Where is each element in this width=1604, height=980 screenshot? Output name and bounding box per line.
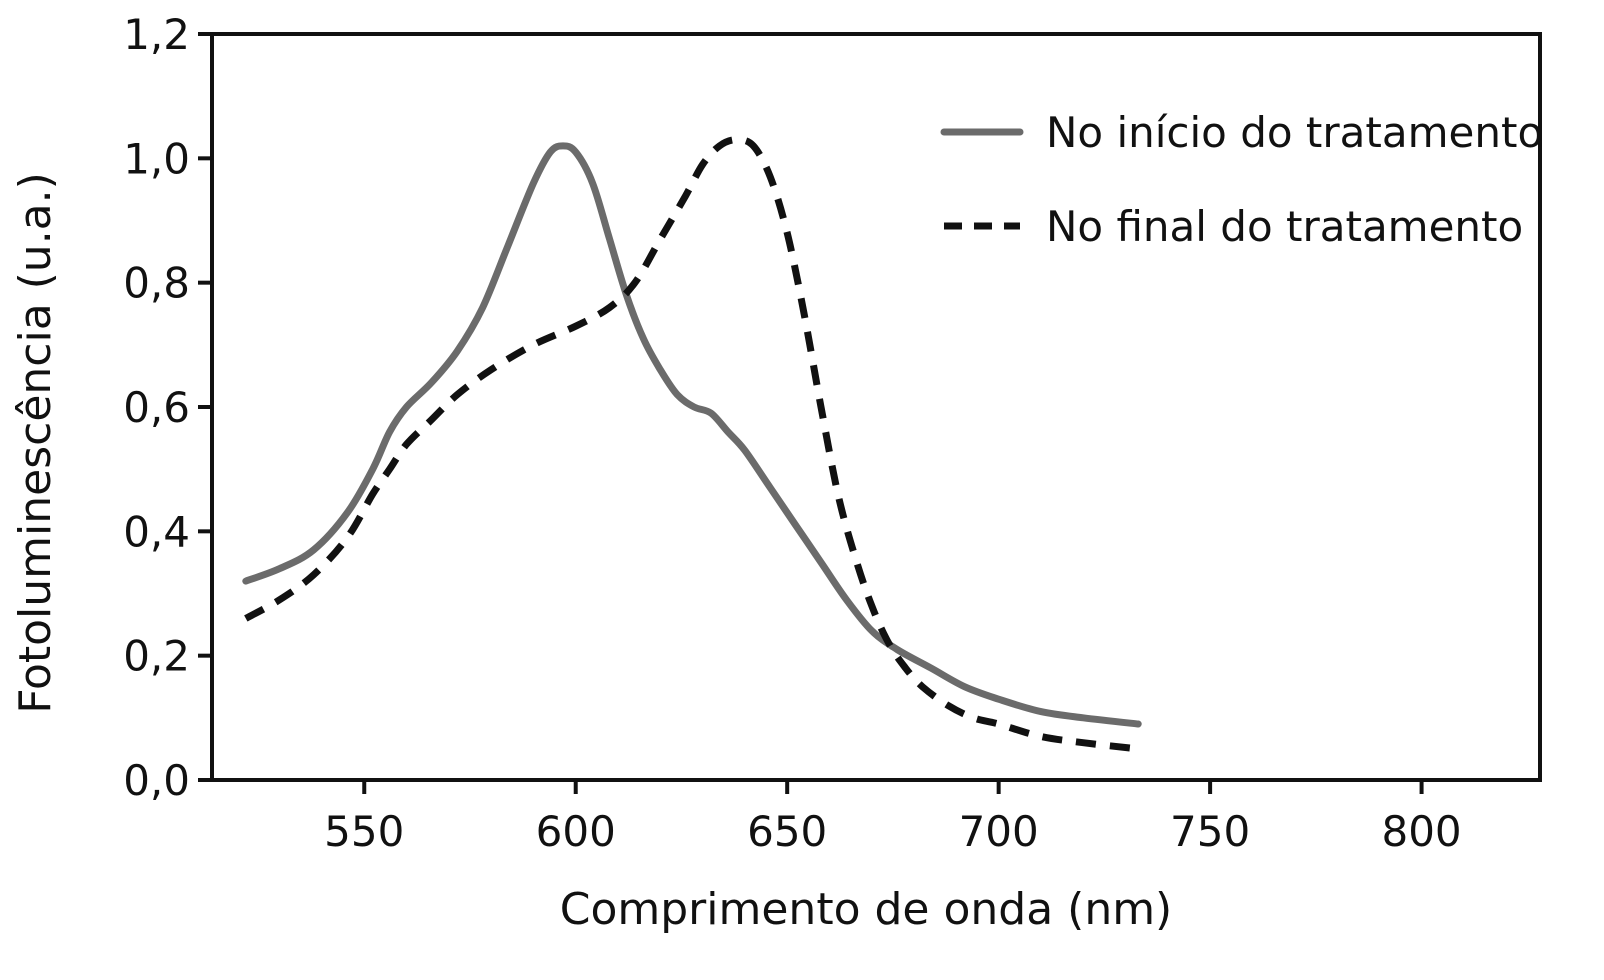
x-axis-title: Comprimento de onda (nm) (560, 884, 1172, 935)
x-axis-ticks: 550 600 650 700 750 800 (324, 780, 1462, 856)
series-line-inicio (242, 142, 1142, 728)
legend-label-final: No final do tratamento (1046, 202, 1523, 251)
series-layer (242, 136, 1142, 753)
series-line-final (244, 136, 1139, 753)
x-tick-label: 600 (536, 807, 616, 856)
y-tick-label: 1,2 (123, 10, 190, 59)
y-tick-label: 0,6 (123, 383, 190, 432)
x-tick-label: 700 (959, 807, 1039, 856)
y-tick-label: 0,4 (123, 507, 190, 556)
legend: No início do tratamento No final do trat… (940, 108, 1543, 251)
legend-label-inicio: No início do tratamento (1046, 108, 1543, 157)
x-tick-label: 550 (324, 807, 404, 856)
x-tick-label: 800 (1381, 807, 1461, 856)
x-tick-label: 750 (1170, 807, 1250, 856)
y-tick-label: 1,0 (123, 134, 190, 183)
y-tick-label: 0,2 (123, 632, 190, 681)
y-tick-label: 0,0 (123, 756, 190, 805)
x-tick-label: 650 (747, 807, 827, 856)
y-axis-title: Fotoluminescência (u.a.) (10, 172, 61, 714)
y-tick-label: 0,8 (123, 259, 190, 308)
y-axis-ticks: 0,0 0,2 0,4 0,6 0,8 1,0 1,2 (123, 10, 212, 805)
